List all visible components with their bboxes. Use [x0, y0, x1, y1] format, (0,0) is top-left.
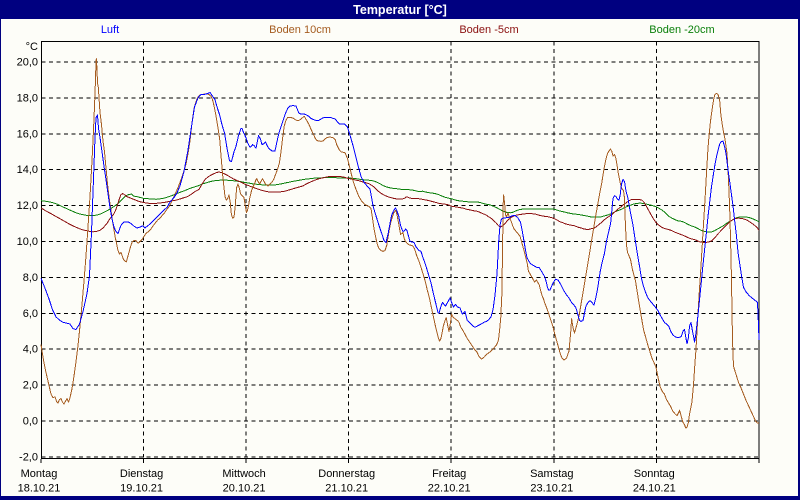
svg-text:Samstag: Samstag [530, 468, 573, 480]
svg-text:°C: °C [26, 41, 38, 53]
svg-text:Dienstag: Dienstag [120, 468, 163, 480]
svg-text:Temperatur [°C]: Temperatur [°C] [353, 3, 447, 17]
svg-text:22.10.21: 22.10.21 [428, 483, 471, 495]
svg-text:8,0: 8,0 [23, 272, 38, 284]
svg-text:Boden 10cm: Boden 10cm [269, 24, 331, 36]
svg-text:-2,0: -2,0 [19, 451, 38, 463]
svg-text:0,0: 0,0 [23, 416, 38, 428]
svg-text:2,0: 2,0 [23, 380, 38, 392]
svg-text:Freitag: Freitag [432, 468, 466, 480]
svg-text:4,0: 4,0 [23, 344, 38, 356]
svg-text:20.10.21: 20.10.21 [223, 483, 266, 495]
svg-text:14,0: 14,0 [17, 164, 38, 176]
svg-text:18,0: 18,0 [17, 92, 38, 104]
svg-text:Sonntag: Sonntag [634, 468, 675, 480]
svg-text:19.10.21: 19.10.21 [120, 483, 163, 495]
svg-text:10,0: 10,0 [17, 236, 38, 248]
svg-text:21.10.21: 21.10.21 [325, 483, 368, 495]
svg-text:Mittwoch: Mittwoch [222, 468, 265, 480]
svg-text:Donnerstag: Donnerstag [318, 468, 375, 480]
svg-text:24.10.21: 24.10.21 [633, 483, 676, 495]
svg-text:12,0: 12,0 [17, 200, 38, 212]
svg-text:Boden -20cm: Boden -20cm [649, 24, 714, 36]
svg-text:Montag: Montag [21, 468, 58, 480]
svg-text:6,0: 6,0 [23, 308, 38, 320]
svg-text:16,0: 16,0 [17, 128, 38, 140]
svg-text:20,0: 20,0 [17, 57, 38, 69]
svg-text:23.10.21: 23.10.21 [530, 483, 573, 495]
svg-text:18.10.21: 18.10.21 [18, 483, 61, 495]
svg-text:Boden -5cm: Boden -5cm [459, 24, 518, 36]
svg-text:Luft: Luft [101, 24, 119, 36]
